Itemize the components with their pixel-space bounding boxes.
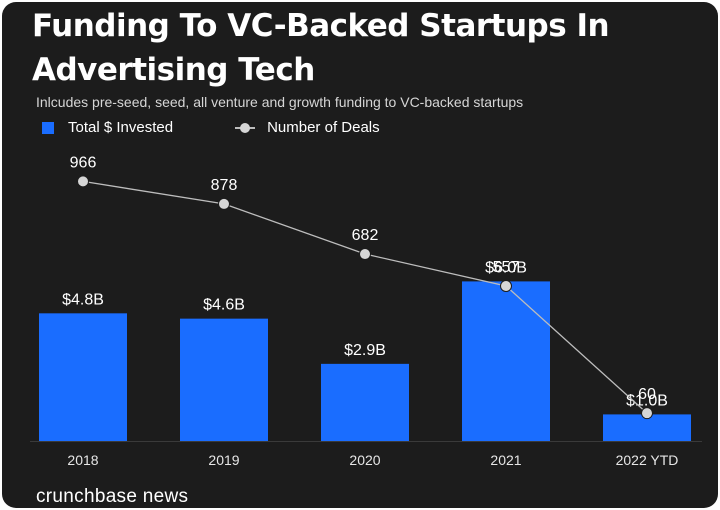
deals-value-label: 557 xyxy=(493,259,520,276)
bar-value-label: $1.0B xyxy=(626,392,668,409)
bar-2019 xyxy=(180,318,268,441)
deals-value-label: 682 xyxy=(352,227,379,244)
deals-point xyxy=(500,280,512,293)
deals-point xyxy=(218,197,230,210)
legend-item-deals: Number of Deals xyxy=(235,119,380,136)
deals-value-label: 878 xyxy=(211,177,238,194)
legend-swatch-bar xyxy=(42,121,54,134)
bar-2020 xyxy=(321,363,409,441)
x-tick-label: 2018 xyxy=(67,452,98,468)
legend: Total $ Invested Number of Deals xyxy=(42,119,442,136)
chart-title: Funding To VC-Backed Startups In Adverti… xyxy=(32,8,610,88)
x-tick-label: 2020 xyxy=(349,452,380,468)
deals-point xyxy=(641,407,653,420)
bar-2021 xyxy=(462,281,550,441)
legend-swatch-line xyxy=(235,122,256,134)
bar-value-label: $2.9B xyxy=(344,342,386,359)
bar-value-label: $6.0B xyxy=(485,259,527,276)
bar-value-label: $4.6B xyxy=(203,297,245,314)
deals-value-label: 60 xyxy=(638,386,656,403)
deals-point xyxy=(77,175,89,188)
bar-value-label: $4.8B xyxy=(62,291,104,308)
legend-item-invested: Total $ Invested xyxy=(42,119,173,136)
chart-subtitle: Inlcudes pre-seed, seed, all venture and… xyxy=(36,94,524,110)
deals-value-label: 966 xyxy=(70,154,97,171)
x-tick-label: 2019 xyxy=(208,452,239,468)
legend-label-invested: Total $ Invested xyxy=(68,119,174,136)
x-tick-label: 2022 YTD xyxy=(616,452,679,468)
x-tick-label: 2021 xyxy=(490,452,521,468)
bar-2018 xyxy=(39,313,127,441)
deals-point xyxy=(359,248,371,261)
brand-logo-text: crunchbase news xyxy=(36,486,189,507)
legend-label-deals: Number of Deals xyxy=(267,119,380,136)
